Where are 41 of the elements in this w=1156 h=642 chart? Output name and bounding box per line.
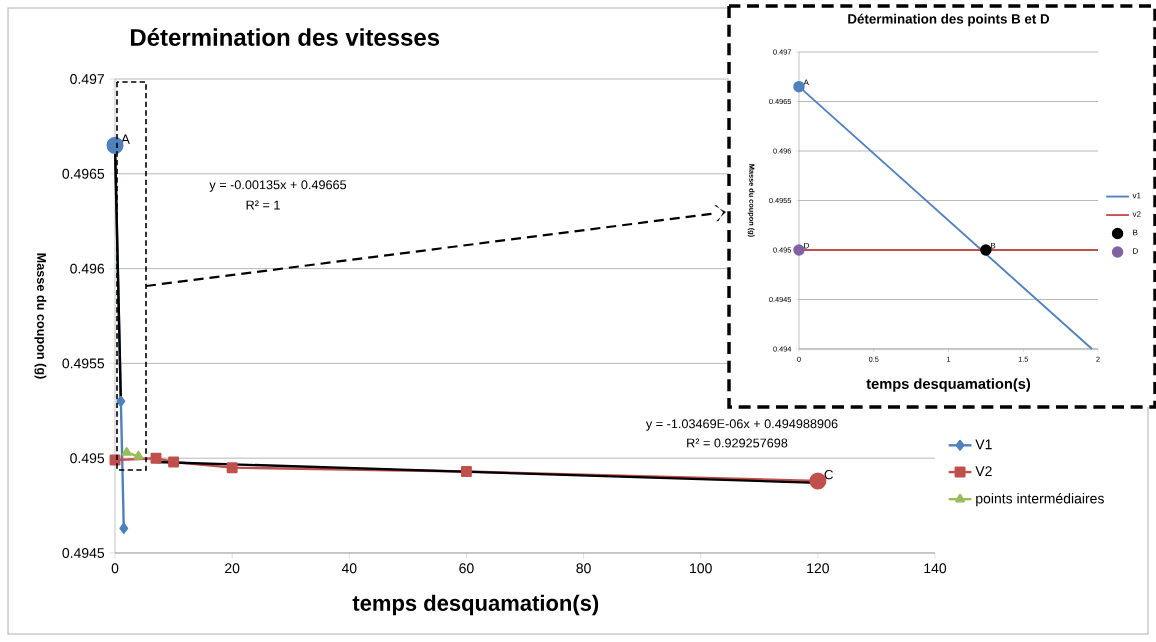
legend-label: V1 xyxy=(975,439,992,450)
y-tick-label: 0.4945 xyxy=(62,548,105,558)
x-axis-title: temps desquamation(s) xyxy=(866,378,1031,392)
x-tick-label: 20 xyxy=(225,563,240,574)
y-tick-label: 0.4965 xyxy=(62,168,105,179)
x-tick-label: 100 xyxy=(690,563,712,574)
x-tick-label: 120 xyxy=(807,563,829,574)
point xyxy=(106,136,124,154)
annotation: R² = 0.929257698 xyxy=(687,438,788,448)
point xyxy=(226,462,238,474)
data-label: B xyxy=(991,242,996,249)
annotation: y = -1.03469E-06x + 0.494988906 xyxy=(645,419,838,431)
chart-title: Détermination des points B et D xyxy=(848,13,1050,27)
data-label: C xyxy=(824,469,833,480)
chart-title: Détermination des vitesses xyxy=(130,28,440,46)
x-tick-label: 0 xyxy=(111,563,119,574)
legend-label: points intermédiaires xyxy=(976,493,1104,507)
point xyxy=(460,466,472,477)
legend-label: v1 xyxy=(1132,192,1141,199)
x-tick-label: 80 xyxy=(576,563,591,574)
point xyxy=(168,456,180,468)
legend-label: V2 xyxy=(975,466,992,476)
y-axis-title: Masse du coupon (g) xyxy=(34,253,47,379)
data-label: A xyxy=(803,79,809,86)
annotation: R² = 1 xyxy=(246,200,280,210)
annotation: y = -0.00135x + 0.49665 xyxy=(209,180,347,192)
x-tick-label: 60 xyxy=(459,563,474,574)
x-tick-label: 140 xyxy=(924,563,947,574)
y-tick-label: 0.4955 xyxy=(62,358,105,369)
point xyxy=(119,522,129,534)
legend-label: D xyxy=(1133,248,1138,254)
y-tick-label: 0.495 xyxy=(70,453,105,464)
x-tick-label: 40 xyxy=(341,563,357,574)
x-axis-title: temps desquamation(s) xyxy=(352,594,599,616)
legend-label: v2 xyxy=(1132,211,1141,217)
data-label: D xyxy=(804,242,809,249)
point xyxy=(150,452,162,464)
legend-label: B xyxy=(1133,229,1138,236)
y-tick-label: 0.496 xyxy=(70,263,105,274)
y-tick-label: 0.497 xyxy=(70,74,104,84)
point xyxy=(116,395,126,407)
